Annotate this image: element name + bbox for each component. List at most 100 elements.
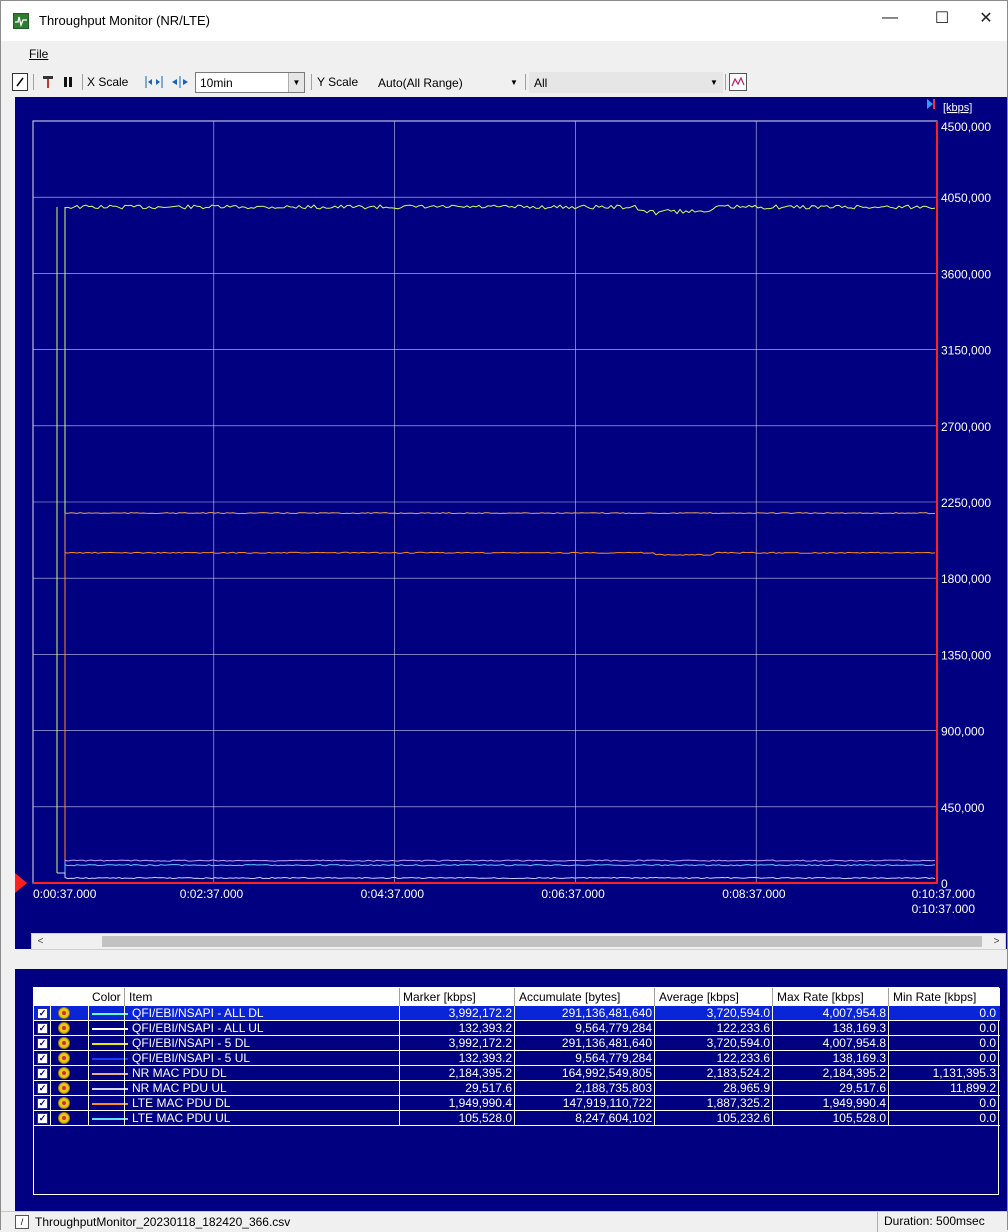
filter-value: All	[534, 76, 548, 90]
x-cursor-label: 0:10:37.000	[912, 902, 976, 916]
x-scale-select[interactable]: 10min ▼	[195, 72, 305, 93]
header-item[interactable]: Item	[129, 990, 153, 1004]
row-checkbox[interactable]: ✓	[37, 1023, 48, 1034]
color-swatch[interactable]	[92, 1118, 128, 1120]
y-tick-label: 1350,000	[941, 648, 991, 662]
cell-item: QFI/EBI/NSAPI - 5 UL	[132, 1051, 251, 1065]
pause-icon[interactable]	[60, 73, 76, 91]
minimize-button[interactable]: —	[882, 9, 898, 26]
table-row[interactable]: ✓ NR MAC PDU UL 29,517.6 2,188,735,803 28,96…	[34, 1081, 1000, 1096]
cell-marker: 2,184,395.2	[448, 1066, 512, 1080]
header-separator	[124, 988, 125, 1006]
cell-accumulate: 164,992,549,805	[561, 1066, 652, 1080]
bulb-icon[interactable]	[58, 1037, 70, 1049]
hammer-icon[interactable]	[40, 73, 56, 91]
chart-icon[interactable]	[729, 73, 747, 91]
bulb-icon[interactable]	[58, 1112, 70, 1124]
y-scale-select[interactable]: Auto(All Range) ▼	[373, 72, 523, 93]
table-row[interactable]: ✓ QFI/EBI/NSAPI - ALL DL 3,992,172.2 291,13…	[34, 1006, 1000, 1021]
row-checkbox[interactable]: ✓	[37, 1038, 48, 1049]
y-tick-label: 1800,000	[941, 572, 991, 586]
header-accumulate[interactable]: Accumulate [bytes]	[519, 990, 621, 1004]
cell-accumulate: 9,564,779,284	[575, 1051, 652, 1065]
bulb-icon[interactable]	[58, 1097, 70, 1109]
toolbar-separator	[82, 74, 83, 90]
left-marker-arrow-icon[interactable]	[15, 873, 27, 893]
header-color[interactable]: Color	[92, 990, 121, 1004]
header-min-rate[interactable]: Min Rate [kbps]	[893, 990, 977, 1004]
zoom-out-icon[interactable]	[143, 73, 165, 91]
color-swatch[interactable]	[92, 1088, 128, 1090]
row-checkbox[interactable]: ✓	[37, 1068, 48, 1079]
zoom-in-icon[interactable]	[169, 73, 191, 91]
filter-select[interactable]: All ▼	[529, 72, 723, 93]
y-scale-value: Auto(All Range)	[378, 76, 463, 90]
cell-min: 0.0	[979, 1051, 996, 1065]
toolbar: X Scale 10min ▼ Y Scale Auto(All Range) …	[1, 67, 1007, 97]
bulb-icon[interactable]	[58, 1007, 70, 1019]
marker-flag-icon	[927, 99, 933, 109]
menu-file[interactable]: File	[29, 47, 49, 61]
cell-item: LTE MAC PDU UL	[132, 1111, 231, 1125]
table-row[interactable]: ✓ QFI/EBI/NSAPI - 5 UL 132,393.2 9,564,779,…	[34, 1051, 1000, 1066]
bulb-icon[interactable]	[58, 1067, 70, 1079]
scroll-left-icon[interactable]: <	[37, 936, 44, 947]
column-divider	[50, 1006, 51, 1126]
color-swatch[interactable]	[92, 1103, 128, 1105]
horizontal-scrollbar[interactable]: < >	[31, 933, 1006, 950]
y-tick-label: 900,000	[941, 725, 985, 739]
column-divider	[654, 1006, 655, 1126]
cell-item: NR MAC PDU DL	[132, 1066, 227, 1080]
cell-marker: 29,517.6	[465, 1081, 512, 1095]
table-row[interactable]: ✓ NR MAC PDU DL 2,184,395.2 164,992,549,805…	[34, 1066, 1000, 1081]
series-line	[57, 872, 936, 880]
close-button[interactable]: ✕	[979, 10, 993, 27]
cell-marker: 1,949,990.4	[448, 1096, 512, 1110]
header-separator	[514, 988, 515, 1006]
chevron-down-icon: ▼	[710, 78, 718, 87]
cell-item: QFI/EBI/NSAPI - 5 DL	[132, 1036, 251, 1050]
color-swatch[interactable]	[92, 1013, 128, 1015]
row-checkbox[interactable]: ✓	[37, 1113, 48, 1124]
x-tick-label: 0:10:37.000	[912, 887, 976, 901]
header-max-rate[interactable]: Max Rate [kbps]	[777, 990, 864, 1004]
cell-average: 122,233.6	[716, 1051, 770, 1065]
x-scale-value: 10min	[200, 76, 233, 90]
cell-average: 122,233.6	[716, 1021, 770, 1035]
color-swatch[interactable]	[92, 1073, 128, 1075]
maximize-button[interactable]: ☐	[934, 10, 950, 27]
row-checkbox[interactable]: ✓	[37, 1098, 48, 1109]
bulb-icon[interactable]	[58, 1082, 70, 1094]
table-row[interactable]: ✓ QFI/EBI/NSAPI - ALL UL 132,393.2 9,564,77…	[34, 1021, 1000, 1036]
bulb-icon[interactable]	[58, 1022, 70, 1034]
y-tick-label: 2250,000	[941, 496, 991, 510]
color-swatch[interactable]	[92, 1043, 128, 1045]
row-checkbox[interactable]: ✓	[37, 1053, 48, 1064]
row-checkbox[interactable]: ✓	[37, 1083, 48, 1094]
color-swatch[interactable]	[92, 1058, 128, 1060]
x-scale-label: X Scale	[87, 75, 129, 89]
table-row[interactable]: ✓ QFI/EBI/NSAPI - 5 DL 3,992,172.2 291,136,…	[34, 1036, 1000, 1051]
cell-max: 138,169.3	[832, 1051, 886, 1065]
table-row[interactable]: ✓ LTE MAC PDU UL 105,528.0 8,247,604,102 105…	[34, 1111, 1000, 1126]
cell-max: 105,528.0	[832, 1111, 886, 1125]
cell-item: NR MAC PDU UL	[132, 1081, 227, 1095]
scrollbar-thumb[interactable]	[102, 936, 982, 947]
cell-marker: 132,393.2	[458, 1051, 512, 1065]
cell-min: 0.0	[979, 1006, 996, 1020]
bulb-icon[interactable]	[58, 1052, 70, 1064]
header-average[interactable]: Average [kbps]	[659, 990, 739, 1004]
table-row[interactable]: ✓ LTE MAC PDU DL 1,949,990.4 147,919,110,72…	[34, 1096, 1000, 1111]
scroll-right-icon[interactable]: >	[993, 936, 1000, 947]
edit-icon[interactable]	[12, 73, 28, 91]
throughput-chart[interactable]: 4500,000 4050,000 3600,000 3150,000 2700,000…	[15, 97, 1007, 949]
color-swatch[interactable]	[92, 1028, 128, 1030]
cell-marker: 3,992,172.2	[448, 1006, 512, 1020]
cell-min: 0.0	[979, 1111, 996, 1125]
row-checkbox[interactable]: ✓	[37, 1008, 48, 1019]
x-tick-label: 0:00:37.000	[33, 887, 97, 901]
cell-min: 0.0	[979, 1096, 996, 1110]
header-separator	[654, 988, 655, 1006]
header-marker[interactable]: Marker [kbps]	[403, 990, 476, 1004]
cell-item: LTE MAC PDU DL	[132, 1096, 231, 1110]
